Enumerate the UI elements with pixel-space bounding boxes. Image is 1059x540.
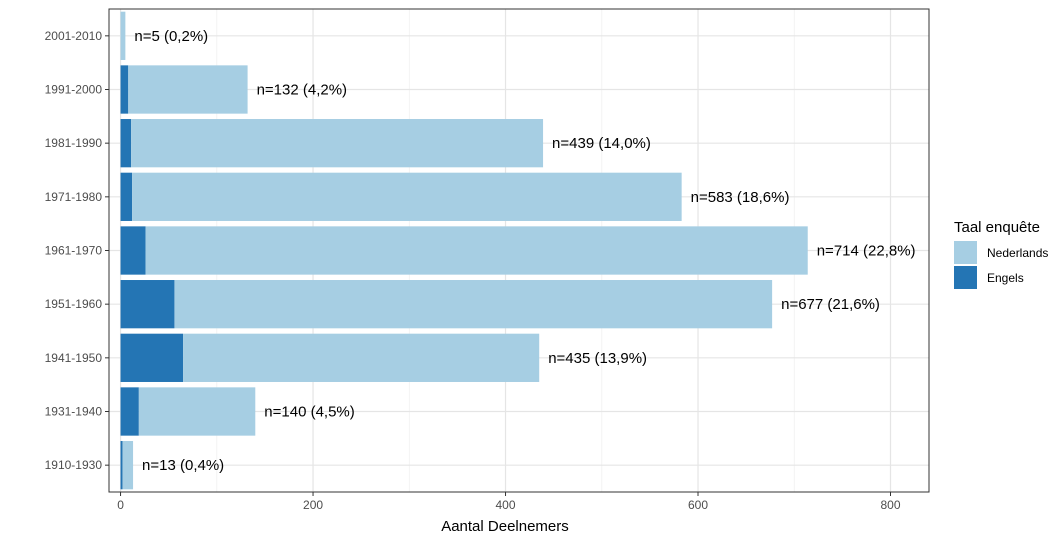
bar-nederlands-2001-2010 [120, 11, 126, 60]
legend-key-nederlands [954, 241, 977, 264]
bar-label: n=13 (0,4%) [142, 457, 224, 474]
x-tick-label: 400 [496, 498, 516, 512]
x-tick-label: 600 [688, 498, 708, 512]
x-axis-title: Aantal Deelnemers [441, 518, 569, 535]
y-tick-label: 1931-1940 [45, 405, 103, 419]
bar-engels-1981-1990 [120, 119, 132, 168]
bar-engels-1910-1930 [120, 441, 123, 490]
bars [120, 11, 808, 490]
bar-nederlands-1931-1940 [138, 387, 256, 436]
bar-engels-1941-1950 [120, 333, 184, 382]
legend-title: Taal enquête [954, 219, 1040, 236]
bar-label: n=435 (13,9%) [548, 350, 647, 367]
y-tick-label: 1981-1990 [45, 136, 103, 150]
x-tick-label: 200 [303, 498, 323, 512]
bar-label: n=140 (4,5%) [264, 404, 354, 421]
legend-label-nederlands: Nederlands [987, 246, 1048, 260]
y-tick-label: 1971-1980 [45, 190, 103, 204]
bar-nederlands-1910-1930 [122, 441, 134, 490]
bar-engels-1971-1980 [120, 172, 133, 221]
bar-nederlands-1941-1950 [183, 333, 540, 382]
bar-label: n=714 (22,8%) [817, 243, 916, 260]
bar-labels: n=13 (0,4%) n=140 (4,5%) n=435 (13,9%) n=67… [134, 28, 915, 474]
y-tick-label: 2001-2010 [45, 29, 103, 43]
x-tick-label: 0 [117, 498, 124, 512]
legend-label-engels: Engels [987, 271, 1024, 285]
bar-label: n=583 (18,6%) [691, 189, 790, 206]
bar-nederlands-1981-1990 [131, 119, 544, 168]
x-tick-label: 800 [880, 498, 900, 512]
bar-label: n=677 (21,6%) [781, 296, 880, 313]
bar-engels-1991-2000 [120, 65, 129, 114]
bar-nederlands-1991-2000 [128, 65, 248, 114]
bar-nederlands-1961-1970 [145, 226, 808, 275]
bar-nederlands-1951-1960 [174, 280, 773, 329]
y-tick-label: 1961-1970 [45, 244, 103, 258]
y-tick-label: 1941-1950 [45, 351, 103, 365]
bar-engels-1951-1960 [120, 280, 175, 329]
y-tick-label: 1951-1960 [45, 297, 103, 311]
bar-nederlands-1971-1980 [132, 172, 682, 221]
bar-label: n=132 (4,2%) [257, 82, 347, 99]
bar-engels-1931-1940 [120, 387, 139, 436]
y-tick-label: 1991-2000 [45, 83, 103, 97]
legend: Taal enquête Nederlands Engels [954, 219, 1048, 289]
legend-key-engels [954, 266, 977, 289]
y-tick-label: 1910-1930 [45, 458, 103, 472]
x-axis: 0 200 400 600 800 [117, 492, 901, 512]
bar-engels-1961-1970 [120, 226, 146, 275]
bar-label: n=5 (0,2%) [134, 28, 208, 45]
bar-label: n=439 (14,0%) [552, 135, 651, 152]
y-axis: 1910-1930 1931-1940 1941-1950 1951-1960 1961… [45, 29, 109, 472]
